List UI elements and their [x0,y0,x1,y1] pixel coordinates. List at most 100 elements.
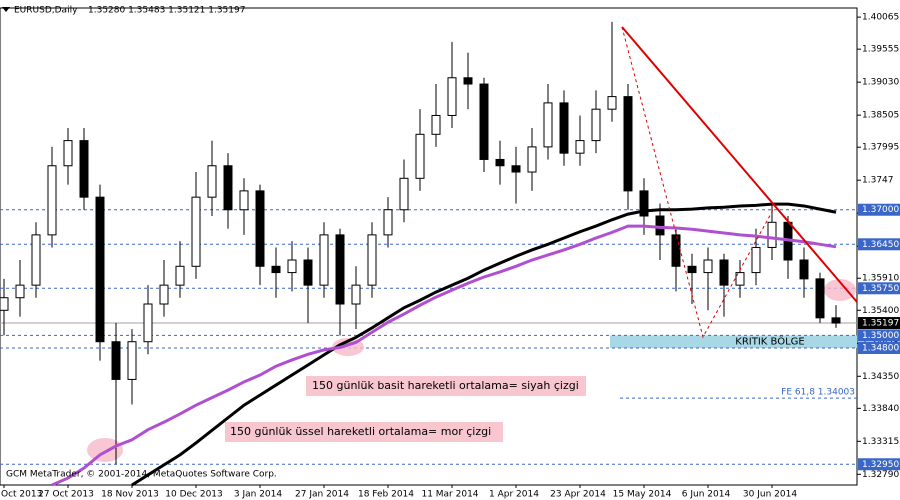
y-tick-label: 1.40065 [862,13,899,23]
fe-label: FE 61,8 1.34003 [781,388,855,398]
level-box [858,238,900,251]
y-tick-label: 1.35910 [862,274,899,284]
candle-body [367,234,377,286]
y-tick-label: 1.39030 [862,78,899,88]
zone-label: KRITIK BÖLGE [735,335,804,348]
candle-body [559,102,569,154]
candle-body [415,133,425,179]
candle-body [191,196,201,267]
level-label: 1.36450 [862,240,899,250]
x-tick-label: 23 Apr 2014 [550,490,606,500]
copyright: GCM MetaTrader, © 2001-2014, MetaQuotes … [6,470,277,480]
x-tick-label: Oct 2013 [1,490,42,500]
annotation: 150 günlük üssel hareketli ortalama= mor… [230,425,491,438]
candle-body [95,196,105,343]
y-tick-label: 1.39555 [862,45,899,55]
candle-body [623,96,633,192]
candle-body [719,259,729,286]
candle-body [383,209,393,236]
candle-body [143,303,153,343]
candle-body [687,265,697,274]
highlight-ellipse [824,279,856,301]
candle-body [575,140,585,154]
annotation: 150 günlük basit hareketli ortalama= siy… [312,379,579,392]
candle-body [447,77,457,116]
trend-line [621,26,858,303]
x-tick-label: 18 Feb 2014 [358,490,414,500]
candle-body [207,165,217,198]
level-label: 1.35000 [862,331,899,341]
candle-body [671,234,681,267]
candle-body [223,165,233,211]
x-tick-label: 3 Jan 2014 [234,490,282,500]
candle-body [655,215,665,236]
candle-body [0,297,9,311]
level-label: 1.35750 [862,284,899,294]
x-tick-label: 6 Jun 2014 [682,490,731,500]
candle-body [511,165,521,173]
candle-body [399,177,409,211]
fibo-line [621,26,774,339]
menu-arrow [2,7,10,12]
x-tick-label: 18 Nov 2013 [101,490,159,500]
candle-body [271,265,281,274]
x-tick-label: 1 Apr 2014 [489,490,539,500]
level-box [858,282,900,295]
candle-body [79,140,89,198]
candle-body [319,234,329,286]
candle-body [479,83,489,160]
level-label: 1.37000 [862,205,899,215]
candle-body [607,96,617,110]
candle-body [639,190,649,217]
y-tick-label: 1.35400 [862,306,899,316]
candle-body [431,114,441,135]
candle-body [175,265,185,286]
level-box [858,329,900,342]
candle-body [543,102,553,148]
candle-body [335,234,345,305]
candle-body [159,284,169,305]
candle-body [31,234,41,286]
candle-body [239,190,249,211]
x-tick-label: 11 Mar 2014 [421,490,478,500]
x-tick-label: 27 Oct 2013 [38,490,94,500]
candle-body [463,77,473,85]
candle-body [47,165,57,236]
y-tick-label: 1.33840 [862,404,899,414]
candle-body [351,284,361,305]
candle-body [767,221,777,248]
candle-body [751,246,761,274]
level-box [858,317,900,330]
moving-average [51,224,837,487]
annotation-box [225,422,503,442]
level-box [858,458,900,471]
ohlc-header: 1.35280 1.35483 1.35121 1.35197 [88,6,245,16]
candle-body [495,158,505,167]
critical-zone [610,335,857,348]
level-box [858,341,900,354]
moving-average [131,202,837,487]
symbol-title: EURUSD,Daily [14,6,78,16]
y-tick-label: 1.3747 [862,176,894,186]
candle-body [735,272,745,286]
x-tick-label: 10 Dec 2013 [165,490,223,500]
candle-body [303,259,313,286]
candle-body [15,284,25,299]
level-label: 1.34800 [862,343,899,353]
candle-body [815,278,825,319]
candle-body [527,146,537,173]
candle-body [127,341,137,380]
plot-frame [0,7,858,486]
annotation-box [306,376,586,396]
candle-body [831,317,841,324]
y-tick-label: 1.37995 [862,143,899,153]
highlight-ellipse [87,438,123,462]
level-label: 1.32950 [862,460,899,470]
x-tick-label: 15 May 2014 [613,490,672,500]
candle-body [287,259,297,274]
candle-body [703,259,713,274]
y-tick-label: 1.34350 [862,372,899,382]
x-tick-label: 30 Jun 2014 [743,490,797,500]
level-box [858,203,900,216]
